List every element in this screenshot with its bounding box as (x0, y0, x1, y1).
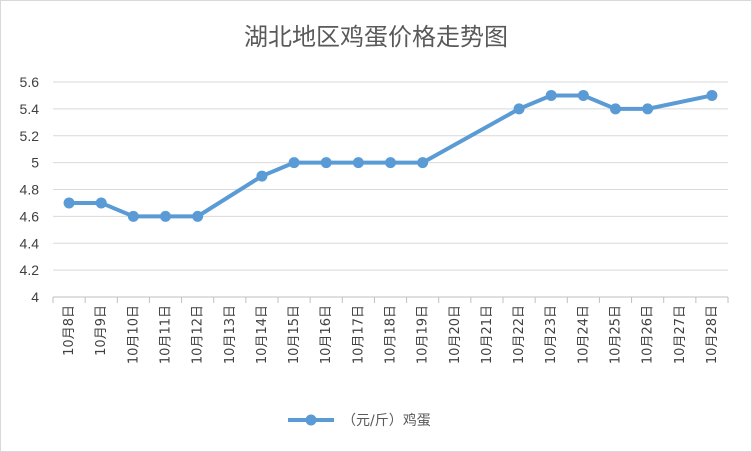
x-category-label: 10月20日 (448, 305, 463, 364)
y-tick-label: 5.2 (20, 128, 40, 144)
x-category-label: 10月10日 (126, 305, 141, 364)
y-tick-label: 4 (31, 289, 39, 305)
x-category-label: 10月16日 (319, 305, 334, 364)
data-point (95, 197, 107, 209)
x-category-label: 10月27日 (673, 305, 688, 364)
data-point (577, 89, 589, 101)
x-category-label: 10月18日 (384, 305, 399, 364)
data-point (352, 157, 364, 169)
x-category-label: 10月17日 (351, 305, 366, 364)
chart-title: 湖北地区鸡蛋价格走势图 (244, 23, 508, 51)
data-point (385, 157, 396, 169)
y-tick-label: 4.4 (20, 235, 40, 251)
x-category-label: 10月23日 (544, 305, 559, 364)
x-category-label: 10月12日 (191, 305, 206, 364)
x-category-label: 10月25日 (609, 305, 624, 364)
x-category-label: 10月15日 (287, 305, 302, 364)
data-point (706, 89, 718, 101)
x-category-label: 10月21日 (480, 305, 495, 364)
data-point (320, 157, 332, 169)
data-point (610, 103, 621, 115)
legend: （元/斤）鸡蛋 (288, 412, 431, 429)
axes: 4 4.2 4.4 4.6 4.8 5 5.2 5.4 5.6 10月8日 10月9日 10月10日 1… (20, 74, 729, 364)
x-category-label: 10月14日 (255, 305, 270, 364)
data-point (63, 197, 75, 209)
x-category-label: 10月8日 (62, 305, 77, 356)
series-lines (63, 89, 718, 222)
y-tick-label: 4.8 (20, 182, 40, 198)
legend-dot-marker (305, 414, 317, 426)
data-point (642, 103, 654, 115)
data-point (127, 210, 139, 222)
x-category-label: 10月11日 (159, 305, 174, 364)
x-category-label: 10月9日 (94, 305, 109, 356)
x-category-label: 10月13日 (223, 305, 238, 364)
x-category-label: 10月19日 (416, 305, 431, 364)
y-tick-label: 5 (31, 155, 39, 171)
data-point (545, 89, 557, 101)
y-tick-label: 5.4 (20, 101, 40, 117)
x-category-label: 10月28日 (705, 305, 720, 364)
data-point (256, 170, 268, 182)
x-category-label: 10月24日 (576, 305, 591, 364)
data-point (160, 210, 171, 222)
data-point (417, 157, 429, 169)
data-point (288, 157, 300, 169)
gridlines (53, 81, 728, 298)
y-tick-label: 4.6 (20, 208, 40, 224)
x-category-label: 10月22日 (512, 305, 527, 364)
y-tick-label: 5.6 (20, 74, 40, 90)
x-category-label: 10月26日 (641, 305, 656, 364)
data-point (513, 103, 525, 115)
legend-label: （元/斤）鸡蛋 (342, 412, 431, 429)
y-tick-label: 4.2 (20, 262, 40, 278)
data-point (192, 210, 204, 222)
